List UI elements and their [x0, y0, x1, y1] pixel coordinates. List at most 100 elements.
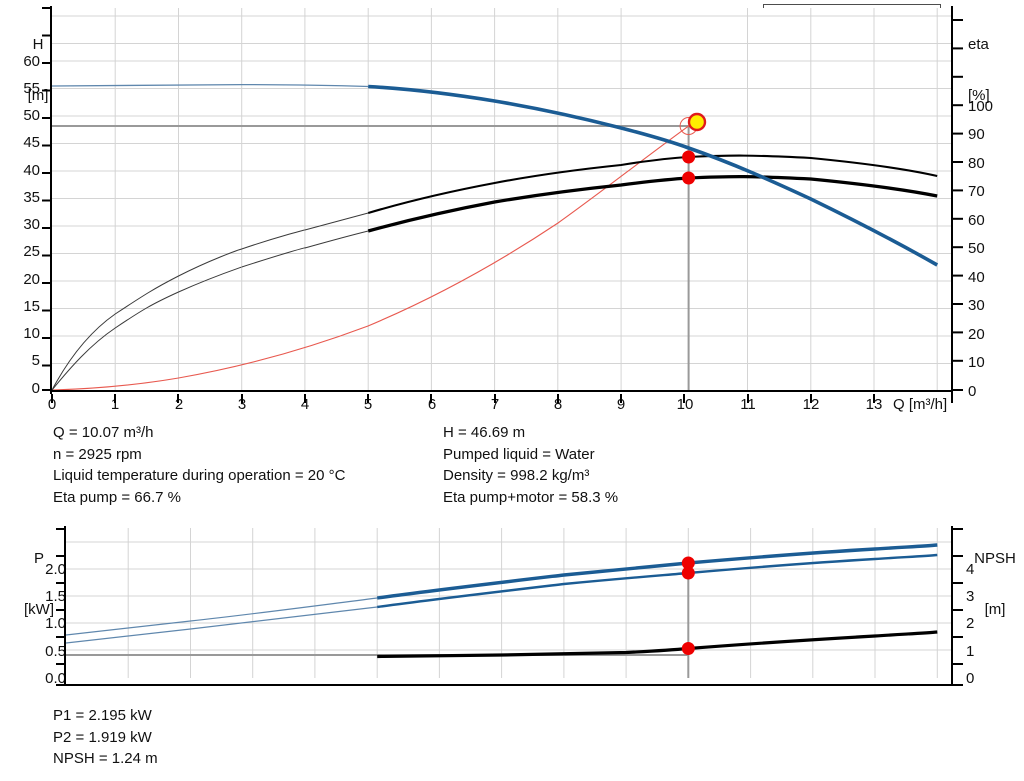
system-resistance-curve [52, 125, 689, 391]
top-right-tick: 50 [968, 240, 985, 257]
top-left-axis-name: H [32, 36, 44, 53]
duty-info-right-column: H = 46.69 m Pumped liquid = Water Densit… [443, 422, 618, 508]
top-x-tick: 0 [47, 396, 57, 413]
top-x-tick: 3 [237, 396, 247, 413]
top-x-axis-line [50, 390, 953, 393]
top-x-tick: 4 [300, 396, 310, 413]
top-right-tick: 20 [968, 326, 985, 343]
bottom-right-tick: 1 [966, 643, 975, 660]
bottom-left-tick: 0.5 [45, 643, 66, 660]
duty-info-flow: Q = 10.07 m³/h [53, 424, 154, 441]
top-x-tick: 2 [174, 396, 184, 413]
top-right-tick: 80 [968, 155, 985, 172]
eta-pump-curve [367, 154, 938, 215]
top-x-tickmarks-svg [51, 394, 953, 403]
bottom-vertical-gridlines [127, 528, 938, 678]
top-left-tick: 25 [23, 243, 40, 260]
bottom-left-axis-label: P [kW] [6, 516, 72, 652]
top-x-tickmarks [50, 390, 955, 403]
top-right-tick: 100 [968, 98, 994, 115]
top-left-tick: 30 [23, 216, 40, 233]
power-info-p2: P2 = 1.919 kW [53, 728, 152, 746]
duty-info-left-column: Q = 10.07 m³/h n = 2925 rpm Liquid tempe… [53, 422, 345, 508]
top-left-tick: 45 [23, 134, 40, 151]
bottom-right-tick: 4 [966, 561, 975, 578]
top-x-axis-label: Q [m³/h] [893, 396, 948, 413]
top-right-tick: 70 [968, 183, 985, 200]
top-x-tick: 12 [802, 396, 820, 413]
top-right-tick: 60 [968, 212, 985, 229]
bottom-left-axis-name: P [33, 550, 44, 567]
p1-curve-light [66, 597, 378, 636]
top-left-tick: 55 [23, 80, 40, 97]
power-npsh-chart: P [kW] NPSH [m] 2.0 1.5 1.0 0.5 0.0 4 3 … [0, 512, 1024, 702]
top-right-axis-label: eta [%] [968, 2, 1024, 138]
bottom-plot-svg [66, 528, 952, 678]
eta-pump-curve-light [52, 212, 369, 391]
power-info-block: P1 = 2.195 kW P2 = 1.919 kW NPSH = 1.24 … [53, 705, 158, 770]
top-x-tick: 6 [427, 396, 437, 413]
top-plot-area [52, 8, 952, 391]
top-right-tick: 10 [968, 354, 985, 371]
top-left-tickmarks [42, 6, 52, 394]
bottom-left-tickmarks [56, 526, 66, 688]
bottom-horizontal-gridlines [66, 541, 952, 651]
bottom-y2-axis-line [951, 526, 954, 686]
top-x-tick: 10 [676, 396, 694, 413]
head-curve-light [52, 83, 369, 88]
duty-point-npsh-marker [681, 642, 695, 655]
duty-point-head-marker [687, 112, 707, 132]
bottom-left-tickmarks-svg [56, 528, 66, 686]
head-curve [368, 84, 939, 267]
bottom-right-tick: 3 [966, 588, 975, 605]
duty-info-head: H = 46.69 m [443, 424, 526, 441]
bottom-x-axis-line [64, 684, 953, 687]
top-x-tick: 5 [363, 396, 373, 413]
bottom-left-tick: 1.5 [45, 588, 66, 605]
top-left-tickmarks-svg [42, 7, 52, 391]
duty-info-temperature: Liquid temperature during operation = 20… [53, 467, 346, 484]
top-right-tick: 30 [968, 297, 985, 314]
top-left-tick: 15 [23, 298, 40, 315]
bottom-right-axis-label: NPSH [m] [965, 516, 1024, 652]
bottom-right-tickmarks-svg [953, 528, 963, 686]
top-left-tick: 0 [31, 380, 40, 397]
duty-info-pumped-liquid: Pumped liquid = Water [443, 445, 595, 463]
bottom-left-tick: 2.0 [45, 561, 66, 578]
top-right-tick: 90 [968, 126, 985, 143]
top-x-tick: 1 [110, 396, 120, 413]
top-x-tick: 9 [616, 396, 626, 413]
top-right-tickmarks [953, 6, 963, 394]
top-plot-svg [52, 8, 952, 391]
duty-point-p2-marker [681, 566, 695, 580]
bottom-left-tick: 1.0 [45, 615, 66, 632]
p2-curve [377, 553, 938, 609]
top-x-tick: 7 [490, 396, 500, 413]
top-x-tick: 8 [553, 396, 563, 413]
bottom-left-axis-unit: [kW] [24, 601, 54, 618]
bottom-right-axis-name: NPSH [974, 550, 1016, 567]
top-left-tick: 10 [23, 325, 40, 342]
power-info-npsh: NPSH = 1.24 m [53, 750, 158, 767]
top-right-axis-unit: [%] [968, 87, 990, 104]
bottom-left-tick: 0.0 [45, 670, 66, 687]
top-x-tick: 13 [865, 396, 883, 413]
bottom-right-tickmarks [953, 526, 963, 688]
top-left-tick: 35 [23, 189, 40, 206]
p1-curve [376, 543, 938, 600]
head-efficiency-chart: H [m] eta [%] CR 10-6, 3*400 V, 50Hz 60 … [23, 2, 1024, 413]
top-right-tickmarks-svg [953, 19, 963, 391]
duty-info-eta-pump: Eta pump = 66.7 % [53, 488, 181, 506]
top-left-tick: 5 [31, 352, 40, 369]
bottom-right-tick: 0 [966, 670, 975, 687]
p2-curve-light [66, 606, 378, 644]
top-left-tick: 60 [23, 53, 40, 70]
top-left-tick: 20 [23, 271, 40, 288]
top-horizontal-gridlines [52, 15, 952, 364]
top-left-tick: 40 [23, 162, 40, 179]
duty-point-eta-pump-motor-marker [682, 171, 696, 185]
bottom-right-axis-unit: [m] [984, 601, 1006, 618]
duty-point-p1-marker [681, 556, 695, 570]
top-right-axis-name: eta [968, 36, 989, 53]
bottom-right-tick: 2 [966, 615, 975, 632]
